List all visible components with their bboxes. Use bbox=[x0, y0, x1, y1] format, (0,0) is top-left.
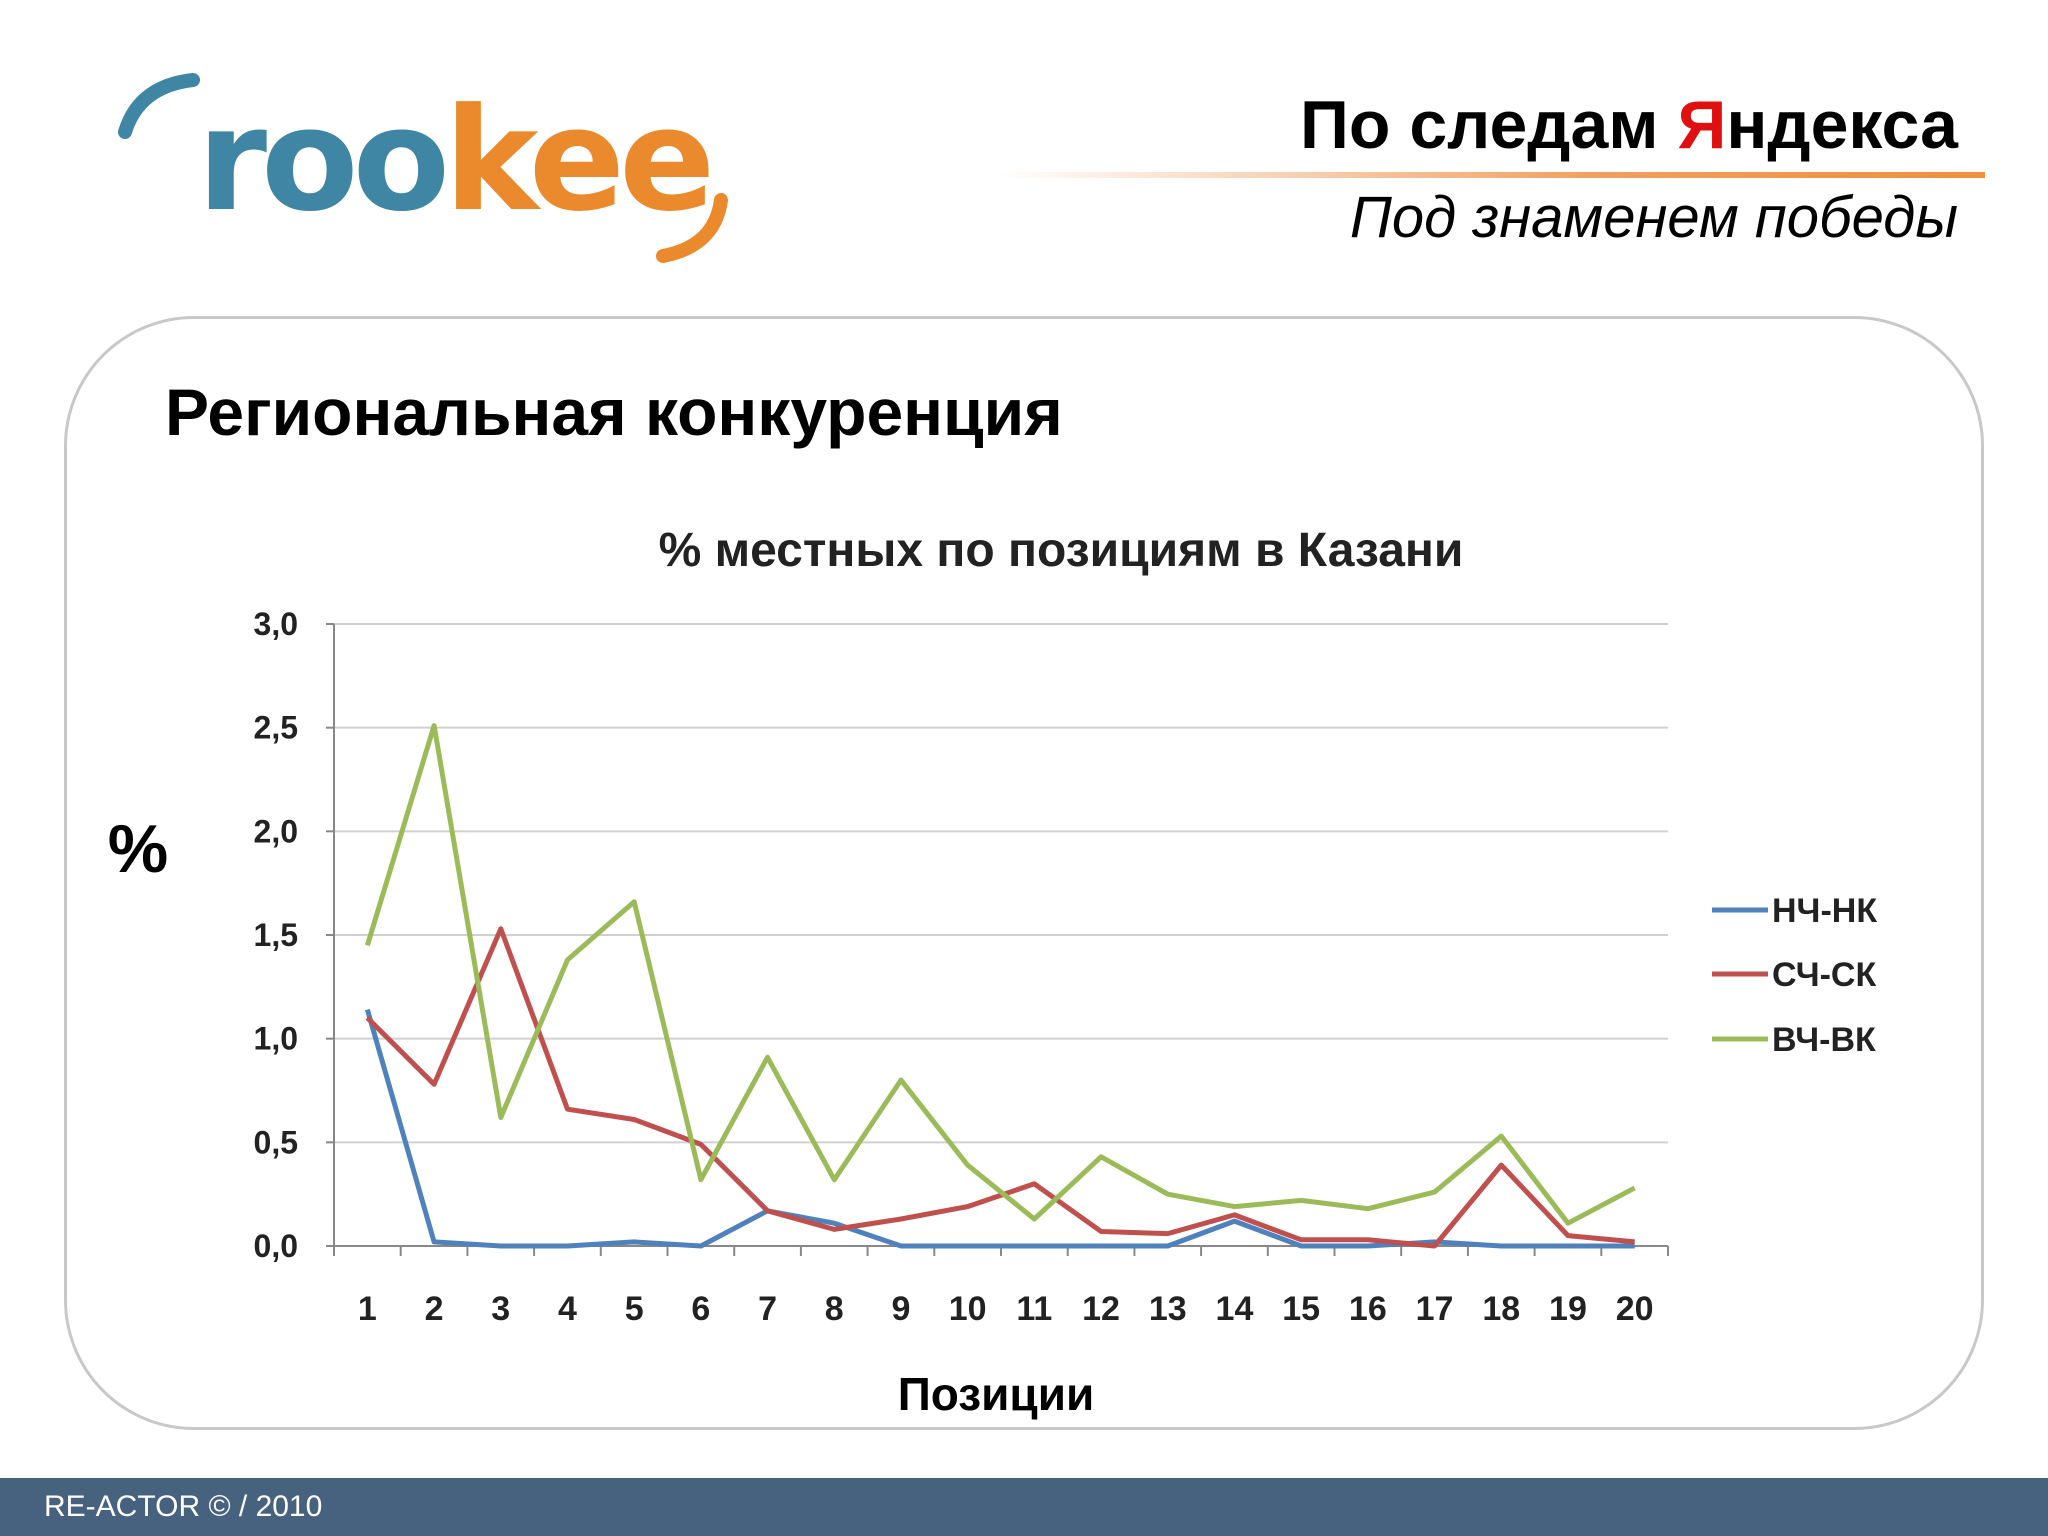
x-tick-label: 20 bbox=[1616, 1290, 1654, 1328]
x-tick-label: 14 bbox=[1216, 1290, 1254, 1328]
x-tick-label: 13 bbox=[1149, 1290, 1187, 1328]
x-tick-label: 18 bbox=[1482, 1290, 1520, 1328]
y-tick-label: 0,0 bbox=[254, 1228, 298, 1264]
x-tick-label: 3 bbox=[491, 1290, 510, 1328]
y-tick-label: 1,5 bbox=[254, 917, 298, 953]
y-tick-label: 2,0 bbox=[254, 813, 298, 849]
footer-bar: RE-ACTOR © / 2010 bbox=[0, 1478, 2048, 1536]
x-tick-label: 19 bbox=[1549, 1290, 1587, 1328]
x-tick-label: 4 bbox=[558, 1290, 577, 1328]
x-tick-label: 5 bbox=[625, 1290, 644, 1328]
chart-title: % местных по позициям в Казани bbox=[659, 524, 1464, 577]
y-tick-label: 1,0 bbox=[254, 1021, 298, 1057]
x-tick-label: 1 bbox=[358, 1290, 377, 1328]
x-tick-label: 12 bbox=[1082, 1290, 1120, 1328]
series-line-3 bbox=[365, 723, 1636, 1226]
rookee-logo: rookee bbox=[115, 70, 755, 270]
y-axis-label: % bbox=[108, 811, 168, 887]
x-tick-label: 15 bbox=[1282, 1290, 1320, 1328]
x-tick-label: 9 bbox=[891, 1290, 910, 1328]
header-title: По следам Яндекса bbox=[1300, 87, 1958, 163]
x-tick-label: 17 bbox=[1416, 1290, 1454, 1328]
footer-copyright: RE-ACTOR © / 2010 bbox=[44, 1490, 323, 1523]
x-tick-label: 8 bbox=[825, 1290, 844, 1328]
x-tick-label: 6 bbox=[691, 1290, 710, 1328]
series-line-2 bbox=[365, 926, 1635, 1249]
header-subtitle: Под знаменем победы bbox=[1349, 185, 1958, 250]
logo-wordmark: rookee bbox=[197, 78, 715, 243]
x-tick-label: 2 bbox=[425, 1290, 444, 1328]
legend-label-1: НЧ-НК bbox=[1772, 892, 1877, 930]
logo-arcs bbox=[118, 73, 728, 263]
x-tick-label: 11 bbox=[1016, 1290, 1052, 1328]
x-tick-label: 16 bbox=[1349, 1290, 1387, 1328]
y-tick-label: 3,0 bbox=[254, 606, 298, 642]
x-tick-label: 7 bbox=[758, 1290, 777, 1328]
slide-title: Региональная конкуренция bbox=[165, 375, 1063, 449]
y-tick-label: 0,5 bbox=[254, 1124, 298, 1160]
x-axis-label: Позиции bbox=[898, 1368, 1095, 1420]
y-tick-label: 2,5 bbox=[254, 710, 298, 746]
legend-label-2: СЧ-СК bbox=[1772, 956, 1876, 994]
x-tick-label: 10 bbox=[949, 1290, 987, 1328]
content-panel bbox=[64, 316, 1984, 1430]
series-line-1 bbox=[364, 1008, 1635, 1249]
header-divider bbox=[1000, 172, 1985, 178]
legend-label-3: ВЧ-ВК bbox=[1772, 1021, 1876, 1059]
